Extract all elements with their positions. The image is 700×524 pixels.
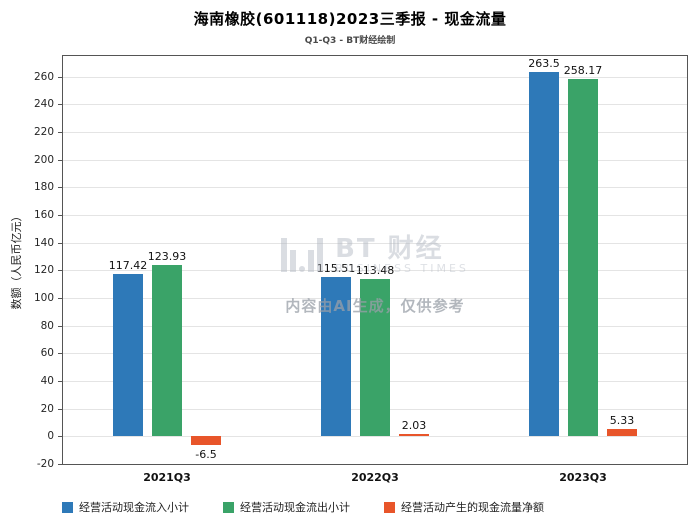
bar-2023Q3-series1 bbox=[529, 71, 559, 437]
bar-value-label: 123.93 bbox=[147, 249, 187, 263]
bar-2022Q3-series1 bbox=[321, 276, 351, 437]
y-tick-mark bbox=[58, 464, 63, 465]
gridline bbox=[63, 242, 687, 244]
gridline bbox=[63, 270, 687, 272]
y-tick-label: 220 bbox=[33, 126, 54, 139]
gridline bbox=[63, 159, 687, 161]
y-tick-mark bbox=[58, 270, 63, 272]
y-tick-label: 260 bbox=[33, 70, 54, 83]
plot-area: BT 财经 BUSINESS TIMES 内容由AI生成，仅供参考 -20 0 20… bbox=[34, 55, 688, 484]
gridline bbox=[63, 215, 687, 217]
legend-label: 经营活动现金流出小计 bbox=[240, 501, 350, 514]
bar-2021Q3-series1 bbox=[113, 273, 143, 437]
y-tick-label: 120 bbox=[33, 264, 54, 277]
y-tick-label: 60 bbox=[40, 347, 54, 360]
y-tick-mark bbox=[58, 325, 63, 327]
y-tick-label: 80 bbox=[40, 319, 54, 332]
y-tick-mark bbox=[58, 353, 63, 355]
y-tick-mark bbox=[58, 132, 63, 134]
bar-value-label: 263.5 bbox=[528, 56, 560, 70]
bar-2021Q3-series3 bbox=[191, 436, 221, 446]
gridline bbox=[63, 104, 687, 106]
y-tick-mark bbox=[58, 298, 63, 300]
gridline bbox=[63, 132, 687, 134]
y-tick-label: 200 bbox=[33, 153, 54, 166]
bar-value-label: 113.48 bbox=[355, 264, 395, 278]
legend-swatch bbox=[384, 501, 395, 513]
y-tick-mark bbox=[58, 187, 63, 189]
bar-2023Q3-series3 bbox=[607, 428, 637, 437]
y-tick-label: 160 bbox=[33, 209, 54, 222]
bar-value-label: 2.03 bbox=[401, 418, 427, 432]
bar-2022Q3-series3 bbox=[399, 433, 429, 437]
y-tick-label: 140 bbox=[33, 236, 54, 249]
bar-value-label: 5.33 bbox=[609, 413, 635, 427]
y-tick-mark bbox=[58, 215, 63, 217]
legend-swatch bbox=[223, 501, 234, 513]
y-tick-label: 240 bbox=[33, 98, 54, 111]
y-tick-label: 0 bbox=[47, 430, 54, 443]
bar-2022Q3-series2 bbox=[360, 279, 390, 437]
legend-label: 经营活动产生的现金流量净额 bbox=[401, 501, 544, 514]
watermark-brand-name: BT 财经 bbox=[335, 234, 444, 264]
y-tick-label: 20 bbox=[40, 402, 54, 415]
legend-item: 经营活动产生的现金流量净额 bbox=[384, 499, 544, 515]
bar-value-label: 115.51 bbox=[316, 261, 356, 275]
chart-title: 海南橡胶(601118)2023三季报 - 现金流量 bbox=[193, 10, 507, 28]
bar-value-label: 117.42 bbox=[108, 258, 148, 272]
y-tick-mark bbox=[58, 104, 63, 106]
y-tick-mark bbox=[58, 436, 63, 438]
y-tick-mark bbox=[58, 242, 63, 244]
y-axis-title: 数额（人民币亿元） bbox=[10, 210, 23, 310]
gridline bbox=[63, 76, 687, 78]
bar-value-label: -6.5 bbox=[195, 448, 217, 462]
x-tick-label: 2022Q3 bbox=[351, 471, 399, 484]
x-tick-label: 2021Q3 bbox=[143, 471, 191, 484]
y-tick-label: 180 bbox=[33, 181, 54, 194]
bar-value-label: 258.17 bbox=[563, 64, 603, 78]
y-tick-label: -20 bbox=[36, 458, 54, 470]
gridline bbox=[63, 187, 687, 189]
bar-2023Q3-series2 bbox=[568, 79, 598, 437]
gridline bbox=[63, 436, 687, 438]
x-tick-label: 2023Q3 bbox=[559, 471, 607, 484]
y-tick-mark bbox=[58, 381, 63, 383]
y-tick-mark bbox=[58, 76, 63, 78]
y-tick-mark bbox=[58, 408, 63, 410]
y-tick-label: 40 bbox=[40, 375, 54, 388]
y-tick-label: 100 bbox=[33, 292, 54, 305]
legend-swatch bbox=[62, 501, 73, 513]
legend: 经营活动现金流入小计 经营活动现金流出小计 经营活动产生的现金流量净额 bbox=[62, 499, 544, 515]
legend-item: 经营活动现金流入小计 bbox=[62, 499, 189, 515]
y-tick-mark bbox=[58, 159, 63, 161]
chart-subtitle: Q1-Q3 - BT财经绘制 bbox=[304, 36, 396, 46]
bar-2021Q3-series2 bbox=[152, 264, 182, 437]
legend-item: 经营活动现金流出小计 bbox=[223, 499, 350, 515]
legend-label: 经营活动现金流入小计 bbox=[79, 501, 189, 514]
